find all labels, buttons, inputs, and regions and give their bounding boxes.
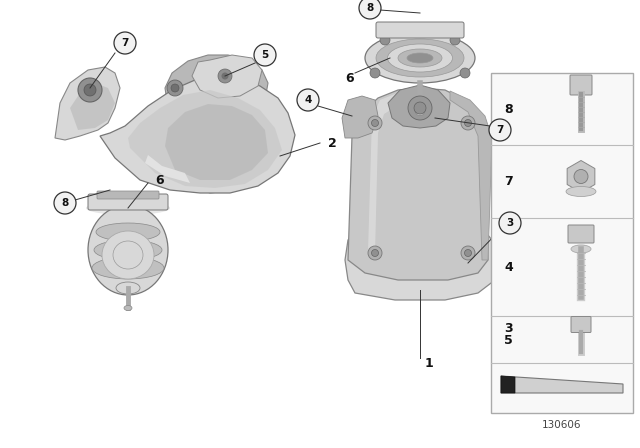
Polygon shape	[145, 155, 190, 183]
Polygon shape	[165, 104, 268, 180]
Polygon shape	[345, 216, 498, 300]
Circle shape	[465, 250, 472, 257]
Circle shape	[461, 246, 475, 260]
Ellipse shape	[96, 223, 160, 241]
Circle shape	[371, 250, 378, 257]
Circle shape	[78, 78, 102, 102]
Text: 2: 2	[328, 137, 337, 150]
Polygon shape	[158, 55, 285, 193]
Circle shape	[84, 84, 96, 96]
Ellipse shape	[398, 49, 442, 67]
Polygon shape	[450, 91, 492, 260]
Circle shape	[297, 89, 319, 111]
Polygon shape	[55, 67, 120, 140]
Circle shape	[114, 32, 136, 54]
Circle shape	[408, 96, 432, 120]
Polygon shape	[388, 85, 450, 128]
Circle shape	[368, 246, 382, 260]
Ellipse shape	[113, 241, 143, 269]
FancyBboxPatch shape	[376, 22, 464, 38]
Polygon shape	[342, 96, 378, 138]
FancyBboxPatch shape	[97, 191, 159, 199]
Ellipse shape	[407, 53, 433, 63]
Circle shape	[460, 68, 470, 78]
Text: 8: 8	[366, 3, 374, 13]
Circle shape	[414, 102, 426, 114]
FancyBboxPatch shape	[491, 73, 633, 413]
Text: 3: 3	[506, 218, 514, 228]
Ellipse shape	[88, 205, 168, 295]
Text: 4: 4	[504, 260, 513, 273]
Text: 6: 6	[345, 72, 354, 85]
Circle shape	[359, 0, 381, 19]
Ellipse shape	[566, 186, 596, 197]
Text: 8: 8	[504, 103, 513, 116]
Ellipse shape	[124, 306, 132, 310]
Ellipse shape	[94, 240, 162, 260]
FancyBboxPatch shape	[571, 316, 591, 332]
Circle shape	[489, 119, 511, 141]
Text: 7: 7	[496, 125, 504, 135]
Text: 5: 5	[261, 50, 269, 60]
Circle shape	[450, 35, 460, 45]
Circle shape	[370, 68, 380, 78]
Polygon shape	[348, 88, 488, 280]
Circle shape	[167, 80, 183, 96]
Ellipse shape	[92, 257, 164, 279]
Circle shape	[171, 84, 179, 92]
Ellipse shape	[376, 39, 464, 77]
Circle shape	[368, 116, 382, 130]
Text: 130606: 130606	[542, 420, 582, 430]
Ellipse shape	[365, 33, 475, 83]
Ellipse shape	[102, 231, 154, 279]
Circle shape	[371, 120, 378, 126]
Circle shape	[254, 44, 276, 66]
Text: 7: 7	[122, 38, 129, 48]
Ellipse shape	[387, 44, 452, 72]
Polygon shape	[100, 76, 295, 193]
Circle shape	[461, 116, 475, 130]
Ellipse shape	[416, 111, 424, 116]
Polygon shape	[128, 90, 282, 188]
Polygon shape	[501, 376, 623, 393]
FancyBboxPatch shape	[570, 75, 592, 95]
Circle shape	[380, 35, 390, 45]
Polygon shape	[360, 91, 420, 253]
Ellipse shape	[116, 282, 140, 294]
Polygon shape	[70, 83, 115, 130]
Circle shape	[218, 69, 232, 83]
FancyBboxPatch shape	[568, 225, 594, 243]
Text: 4: 4	[304, 95, 312, 105]
Text: 5: 5	[504, 333, 513, 346]
Text: 7: 7	[504, 175, 513, 188]
Circle shape	[221, 73, 228, 79]
Text: 6: 6	[155, 173, 164, 186]
Ellipse shape	[86, 201, 170, 215]
FancyBboxPatch shape	[88, 194, 168, 210]
Ellipse shape	[571, 245, 591, 253]
Polygon shape	[192, 55, 262, 98]
Circle shape	[574, 169, 588, 184]
Polygon shape	[501, 376, 515, 393]
Circle shape	[465, 120, 472, 126]
Text: 3: 3	[504, 322, 513, 335]
Text: 8: 8	[61, 198, 68, 208]
Circle shape	[499, 212, 521, 234]
Circle shape	[54, 192, 76, 214]
Text: 1: 1	[425, 357, 434, 370]
